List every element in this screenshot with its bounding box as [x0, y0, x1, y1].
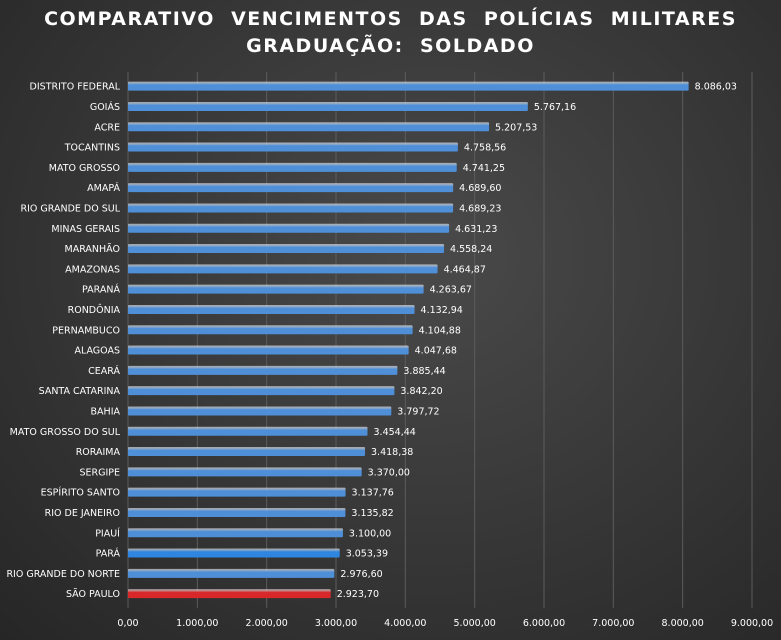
- category-label: CEARÁ: [88, 365, 120, 377]
- category-label: MATO GROSSO DO SUL: [10, 427, 121, 438]
- chart-title: COMPARATIVO VENCIMENTOS DAS POLÍCIAS MIL…: [44, 8, 737, 30]
- bar: [128, 325, 413, 335]
- data-label: 3.100,00: [349, 528, 391, 539]
- gridlines: [127, 72, 753, 608]
- data-label: 3.137,76: [352, 488, 394, 499]
- category-label: PARÁ: [96, 548, 121, 560]
- category-label: TOCANTINS: [64, 143, 120, 154]
- x-tick-label: 2.000,00: [246, 618, 288, 629]
- category-label: PERNAMBUCO: [52, 325, 120, 336]
- x-tick-label: 8.000,00: [662, 618, 704, 629]
- category-label: RIO GRANDE DO NORTE: [6, 569, 120, 580]
- data-label: 3.418,38: [371, 447, 413, 458]
- bar: [128, 365, 398, 375]
- x-tick-label: 9.000,00: [731, 618, 773, 629]
- data-label: 3.454,44: [374, 427, 416, 438]
- category-label: AMAPÁ: [87, 182, 120, 194]
- category-label: DISTRITO FEDERAL: [30, 82, 121, 93]
- bar: [128, 81, 689, 91]
- bar: [128, 589, 331, 599]
- bar: [128, 284, 424, 294]
- bar: [128, 568, 335, 578]
- bars: [128, 81, 689, 599]
- bar: [128, 162, 457, 172]
- x-tick-label: 7.000,00: [592, 618, 634, 629]
- category-label: PARANÁ: [82, 284, 120, 296]
- x-tick-label: 0,00: [117, 618, 138, 629]
- x-tick-label: 6.000,00: [523, 618, 565, 629]
- data-label: 3.885,44: [403, 366, 445, 377]
- bar: [128, 223, 450, 233]
- bar: [128, 244, 445, 254]
- bar: [128, 101, 528, 111]
- category-label: ALAGOAS: [74, 346, 120, 357]
- data-label: 3.370,00: [368, 467, 410, 478]
- data-label: 2.923,70: [337, 589, 379, 600]
- category-label: MARANHÃO: [65, 244, 120, 255]
- category-label: MINAS GERAIS: [51, 224, 120, 235]
- category-label: RONDÔNIA: [68, 304, 121, 316]
- category-label: MATO GROSSO: [49, 163, 120, 174]
- data-label: 4.047,68: [415, 346, 457, 357]
- data-label: 2.976,60: [340, 569, 382, 580]
- category-label: ACRE: [94, 122, 120, 133]
- bar: [128, 264, 438, 274]
- category-label: AMAZONAS: [65, 264, 120, 275]
- value-labels: 8.086,03 5.767,16 5.207,53 4.758,56 4.741,25…: [337, 82, 737, 601]
- category-label: PIAUÍ: [95, 527, 120, 539]
- data-label: 3.842,20: [400, 386, 442, 397]
- x-tick-label: 1.000,00: [176, 618, 218, 629]
- data-label: 4.558,24: [450, 244, 492, 255]
- category-label: SÃO PAULO: [66, 589, 120, 600]
- data-label: 4.464,87: [444, 264, 486, 275]
- bar: [128, 528, 343, 538]
- data-label: 5.767,16: [534, 102, 576, 113]
- bar: [128, 406, 392, 416]
- bar: [128, 203, 454, 213]
- category-label: BAHIA: [91, 406, 121, 417]
- bar: [128, 548, 340, 558]
- bar: [128, 447, 366, 457]
- bar: [128, 467, 362, 477]
- x-tick-label: 4.000,00: [384, 618, 426, 629]
- data-label: 8.086,03: [695, 82, 737, 93]
- data-label: 4.741,25: [463, 163, 505, 174]
- category-label: SERGIPE: [79, 467, 120, 478]
- data-label: 3.135,82: [351, 508, 393, 519]
- data-label: 4.104,88: [419, 325, 461, 336]
- bar: [128, 142, 458, 152]
- bar: [128, 345, 409, 355]
- bar: [128, 122, 490, 132]
- category-label: RIO GRANDE DO SUL: [20, 203, 120, 214]
- bar: [128, 386, 395, 396]
- data-label: 3.053,39: [346, 549, 388, 560]
- data-label: 4.132,94: [421, 305, 463, 316]
- chart-subtitle: GRADUAÇÃO: SOLDADO: [246, 35, 535, 57]
- category-label: GOIÁS: [90, 101, 120, 113]
- x-tick-label: 5.000,00: [454, 618, 496, 629]
- data-label: 4.689,23: [459, 203, 501, 214]
- category-label: RORAIMA: [76, 447, 121, 458]
- category-label: RIO DE JANEIRO: [45, 508, 120, 519]
- data-label: 4.263,67: [430, 285, 472, 296]
- bar: [128, 304, 415, 314]
- bar: [128, 487, 346, 497]
- bar: [128, 507, 346, 517]
- bar: [128, 183, 454, 193]
- category-label: ESPÍRITO SANTO: [41, 487, 120, 499]
- category-label: SANTA CATARINA: [39, 386, 121, 397]
- category-labels: DISTRITO FEDERAL GOIÁS ACRE TOCANTINS MATO G…: [6, 82, 120, 601]
- data-label: 4.758,56: [464, 143, 506, 154]
- data-label: 4.689,60: [459, 183, 501, 194]
- x-tick-label: 3.000,00: [315, 618, 357, 629]
- bar: [128, 426, 368, 436]
- data-label: 4.631,23: [455, 224, 497, 235]
- data-label: 5.207,53: [495, 122, 537, 133]
- data-label: 3.797,72: [397, 406, 439, 417]
- x-axis-tick-labels: 0,00 1.000,00 2.000,00 3.000,00 4.000,00 5.00…: [117, 618, 773, 629]
